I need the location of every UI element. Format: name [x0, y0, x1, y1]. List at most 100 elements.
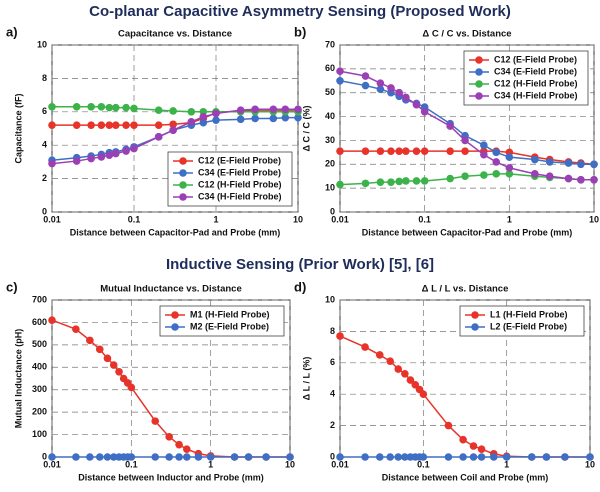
data-point — [130, 145, 138, 153]
section-heading: Co-planar Capacitive Asymmetry Sensing (… — [89, 3, 511, 20]
data-point — [336, 77, 344, 85]
data-point — [478, 453, 486, 461]
y-tick-label: 10 — [325, 294, 335, 304]
legend-label: M1 (H-Field Probe) — [190, 309, 270, 319]
y-tick-label: 8 — [330, 326, 335, 336]
data-point — [188, 118, 196, 126]
data-point — [128, 384, 136, 392]
data-point — [251, 105, 259, 113]
data-point — [362, 72, 370, 80]
data-point — [212, 110, 220, 118]
y-axis-label: Δ L / L (%) — [301, 357, 311, 401]
data-point — [183, 445, 191, 453]
data-point — [155, 121, 163, 129]
data-point — [446, 175, 454, 183]
y-tick-label: 4 — [42, 140, 47, 150]
legend-label: C12 (E-Field Probe) — [198, 155, 281, 165]
data-point — [386, 453, 394, 461]
data-point — [195, 453, 203, 461]
legend-label: L2 (E-Field Probe) — [490, 321, 567, 331]
x-tick-label: 1 — [213, 214, 218, 224]
y-tick-label: 400 — [32, 362, 47, 372]
data-point — [48, 453, 56, 461]
legend-label: C12 (H-Field Probe) — [198, 179, 282, 189]
data-point — [565, 159, 573, 167]
data-point — [237, 106, 245, 114]
legend-marker — [179, 181, 187, 189]
data-point — [169, 126, 177, 134]
legend-label: C12 (H-Field Probe) — [494, 78, 578, 88]
x-tick-label: 10 — [293, 214, 303, 224]
data-point — [362, 82, 370, 90]
data-point — [590, 176, 598, 184]
y-tick-label: 30 — [325, 135, 335, 145]
data-point — [480, 141, 488, 149]
data-point — [188, 108, 196, 116]
legend-label: M2 (E-Field Probe) — [190, 321, 269, 331]
data-point — [96, 453, 104, 461]
data-point — [73, 121, 81, 129]
data-point — [506, 164, 514, 172]
data-point — [336, 332, 344, 340]
data-point — [445, 453, 453, 461]
data-point — [362, 147, 370, 155]
chart-title: Capacitance vs. Distance — [118, 29, 232, 40]
panel-label: a) — [6, 24, 18, 39]
y-axis-label: Δ C / C (%) — [301, 106, 311, 152]
data-point — [286, 453, 294, 461]
data-point — [87, 103, 95, 111]
data-point — [122, 121, 130, 129]
data-point — [386, 357, 394, 365]
data-point — [175, 453, 183, 461]
data-point — [165, 433, 173, 441]
x-tick-label: 1 — [507, 214, 512, 224]
data-point — [86, 337, 94, 345]
data-point — [165, 453, 173, 461]
data-point — [237, 116, 245, 124]
data-point — [531, 170, 539, 178]
legend-label: C34 (E-Field Probe) — [494, 66, 577, 76]
data-point — [98, 153, 106, 161]
legend-marker — [171, 311, 179, 319]
x-tick-label: 0.01 — [331, 214, 349, 224]
data-point — [387, 84, 395, 92]
y-tick-label: 4 — [330, 389, 335, 399]
data-point — [151, 417, 159, 425]
data-point — [73, 157, 81, 165]
y-tick-label: 10 — [325, 183, 335, 193]
data-point — [387, 147, 395, 155]
data-point — [336, 453, 344, 461]
data-point — [421, 177, 429, 185]
data-point — [577, 160, 585, 168]
data-point — [72, 453, 80, 461]
data-point — [528, 453, 536, 461]
data-point — [421, 108, 429, 116]
data-point — [336, 67, 344, 75]
data-point — [281, 105, 289, 113]
data-point — [212, 116, 220, 124]
data-point — [395, 178, 403, 186]
x-axis-label: Distance between Inductor and Probe (mm) — [78, 472, 264, 482]
data-point — [387, 178, 395, 186]
y-tick-label: 70 — [325, 39, 335, 49]
data-point — [110, 361, 118, 369]
y-tick-label: 8 — [42, 73, 47, 83]
legend-marker — [475, 68, 483, 76]
x-tick-label: 10 — [585, 459, 595, 469]
data-point — [561, 453, 569, 461]
panel-label: d) — [294, 279, 306, 294]
chart-title: Δ L / L vs. Distance — [422, 284, 509, 295]
y-axis-label: Mutual Inductance (pH) — [13, 329, 23, 429]
legend-label: C12 (E-Field Probe) — [494, 54, 577, 64]
data-point — [48, 103, 56, 111]
data-point — [461, 172, 469, 180]
chart-title: Mutual Inductance vs. Distance — [100, 284, 241, 295]
data-point — [183, 453, 191, 461]
data-point — [130, 105, 138, 113]
data-point — [413, 101, 421, 109]
legend-marker — [179, 169, 187, 177]
legend-marker — [179, 193, 187, 201]
data-point — [413, 177, 421, 185]
legend-marker — [171, 323, 179, 331]
data-point — [402, 94, 410, 102]
